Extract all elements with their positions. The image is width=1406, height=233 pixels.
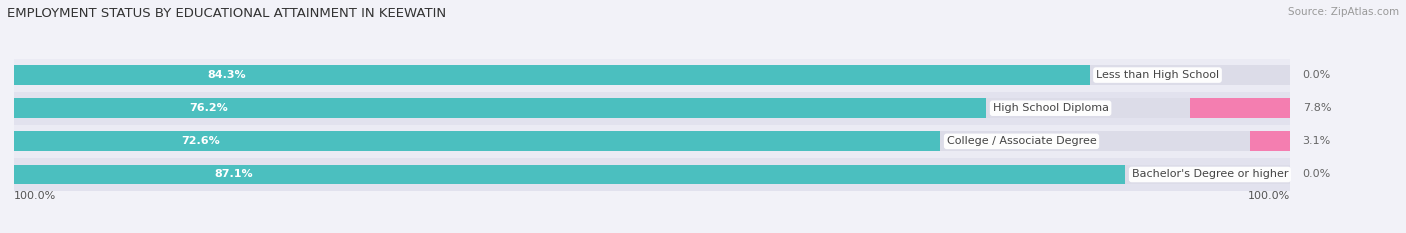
Text: Source: ZipAtlas.com: Source: ZipAtlas.com [1288,7,1399,17]
Text: 72.6%: 72.6% [181,136,219,146]
Text: 76.2%: 76.2% [188,103,228,113]
Text: 0.0%: 0.0% [1302,169,1331,179]
Bar [14,58,1289,92]
Text: 84.3%: 84.3% [208,70,246,80]
Bar [14,92,1289,125]
Text: 7.8%: 7.8% [1302,103,1331,113]
Bar [14,98,986,118]
Bar [14,131,1289,151]
Text: 100.0%: 100.0% [14,191,56,201]
Bar [14,164,1125,185]
Text: 3.1%: 3.1% [1302,136,1331,146]
Bar [1250,131,1289,151]
Bar [14,158,1289,191]
Bar [14,164,1289,185]
Text: 0.0%: 0.0% [1302,70,1331,80]
Bar [14,65,1090,85]
Bar [14,125,1289,158]
Bar [14,98,1289,118]
Text: Less than High School: Less than High School [1095,70,1219,80]
Bar [14,65,1289,85]
Text: Bachelor's Degree or higher: Bachelor's Degree or higher [1132,169,1288,179]
Text: 87.1%: 87.1% [214,169,253,179]
Text: 100.0%: 100.0% [1247,191,1289,201]
Bar [14,131,941,151]
Text: High School Diploma: High School Diploma [993,103,1108,113]
Text: EMPLOYMENT STATUS BY EDUCATIONAL ATTAINMENT IN KEEWATIN: EMPLOYMENT STATUS BY EDUCATIONAL ATTAINM… [7,7,446,20]
Text: College / Associate Degree: College / Associate Degree [946,136,1097,146]
Bar [1191,98,1289,118]
